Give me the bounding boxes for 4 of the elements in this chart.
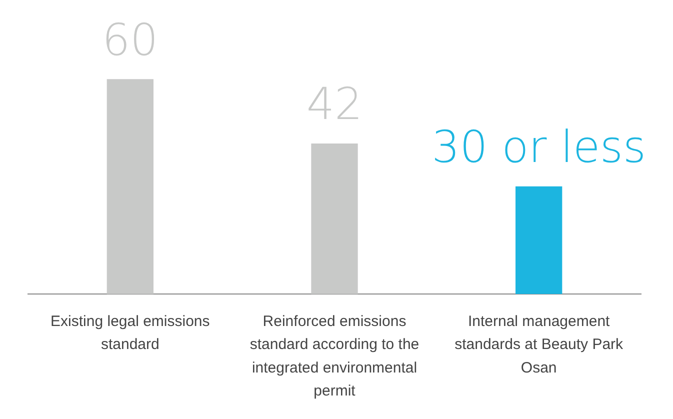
x-tick-label: Internal management standards at Beauty Park Osan [454, 312, 624, 376]
x-tick-label: Existing legal emissions standard [50, 312, 210, 354]
x-tick-label: Reinforced emissions standard according to the integrated environmental permit [250, 312, 420, 400]
data-label: 30 or less [432, 122, 646, 174]
